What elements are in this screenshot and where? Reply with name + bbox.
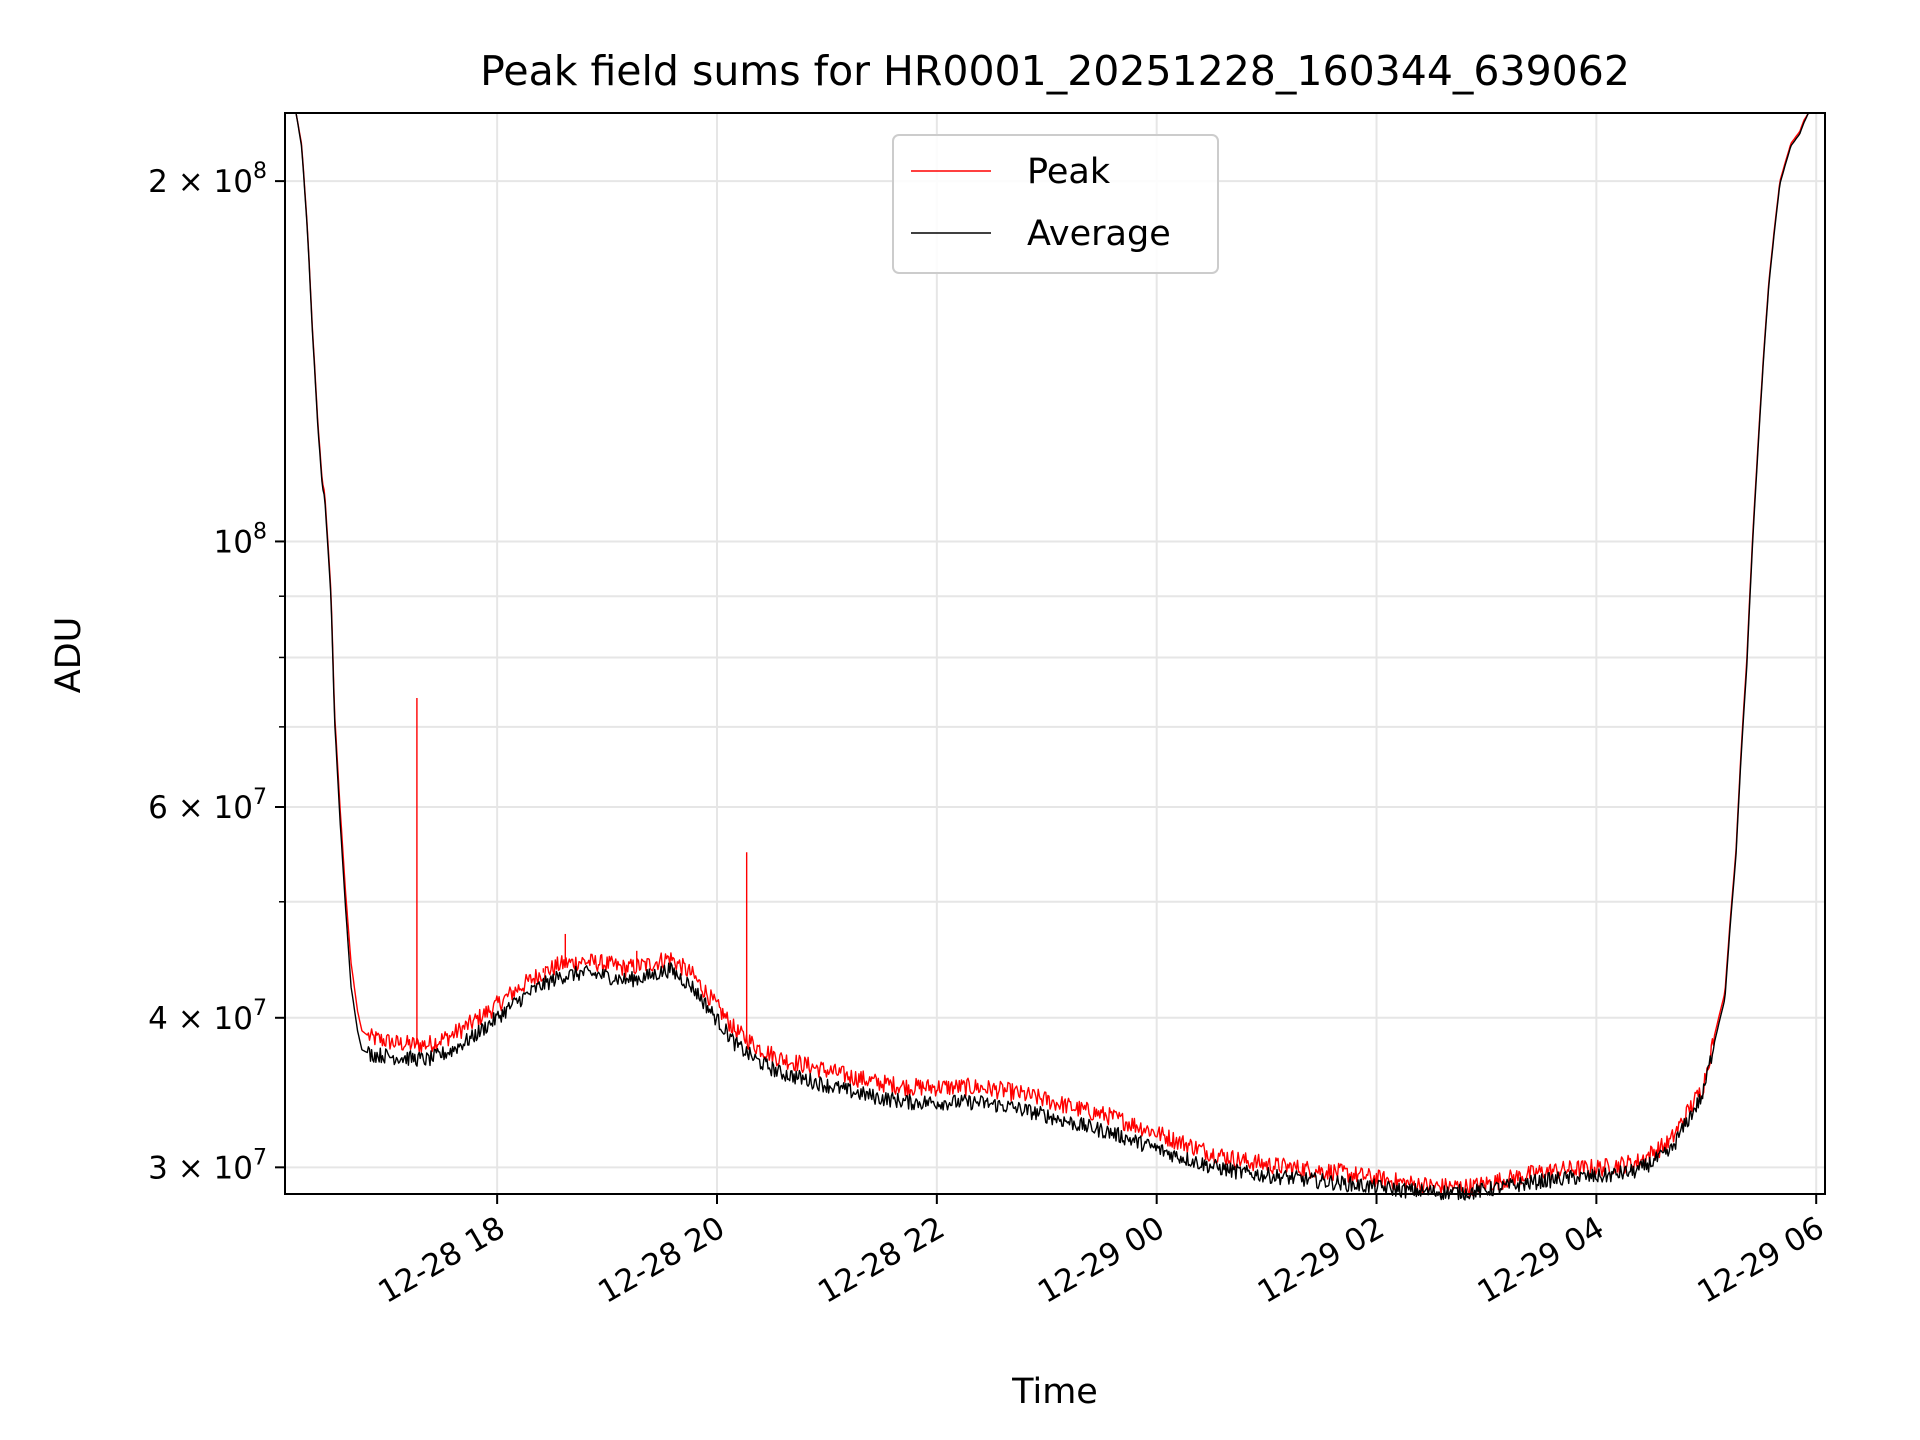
chart-title: Peak field sums for HR0001_20251228_1603… [480,47,1630,95]
y-tick-label-base: 4 × 10 [148,1001,253,1037]
legend: Peak Average [892,134,1219,274]
series-layer [295,112,1810,1201]
series-average-line [295,112,1810,1201]
y-tick-label-exponent: 7 [253,785,267,810]
y-tick-label: 4 × 107 [148,996,267,1037]
y-tick-label-exponent: 7 [253,1145,267,1170]
y-tick-label-exponent: 8 [253,159,267,184]
y-tick-label-base: 6 × 10 [148,790,253,826]
y-tick-label: 2 × 108 [148,159,267,200]
y-tick-label-exponent: 8 [253,519,267,544]
y-axis-label: ADU [49,617,89,694]
legend-peak-label: Peak [1027,152,1111,192]
y-tick-label-base: 2 × 10 [148,164,253,200]
legend-box [892,134,1219,274]
plot-frame [284,112,1826,1195]
legend-average-label: Average [1027,214,1171,254]
y-tick-label: 3 × 107 [148,1145,267,1186]
y-tick-label-exponent: 7 [253,996,267,1021]
x-axis-label: Time [1011,1372,1098,1412]
y-tick-label-base: 10 [214,524,253,560]
y-tick-label-base: 3 × 10 [148,1150,253,1186]
y-tick-label: 108 [214,519,267,560]
y-tick-label: 6 × 107 [148,785,267,826]
series-peak-line [295,112,1810,1197]
